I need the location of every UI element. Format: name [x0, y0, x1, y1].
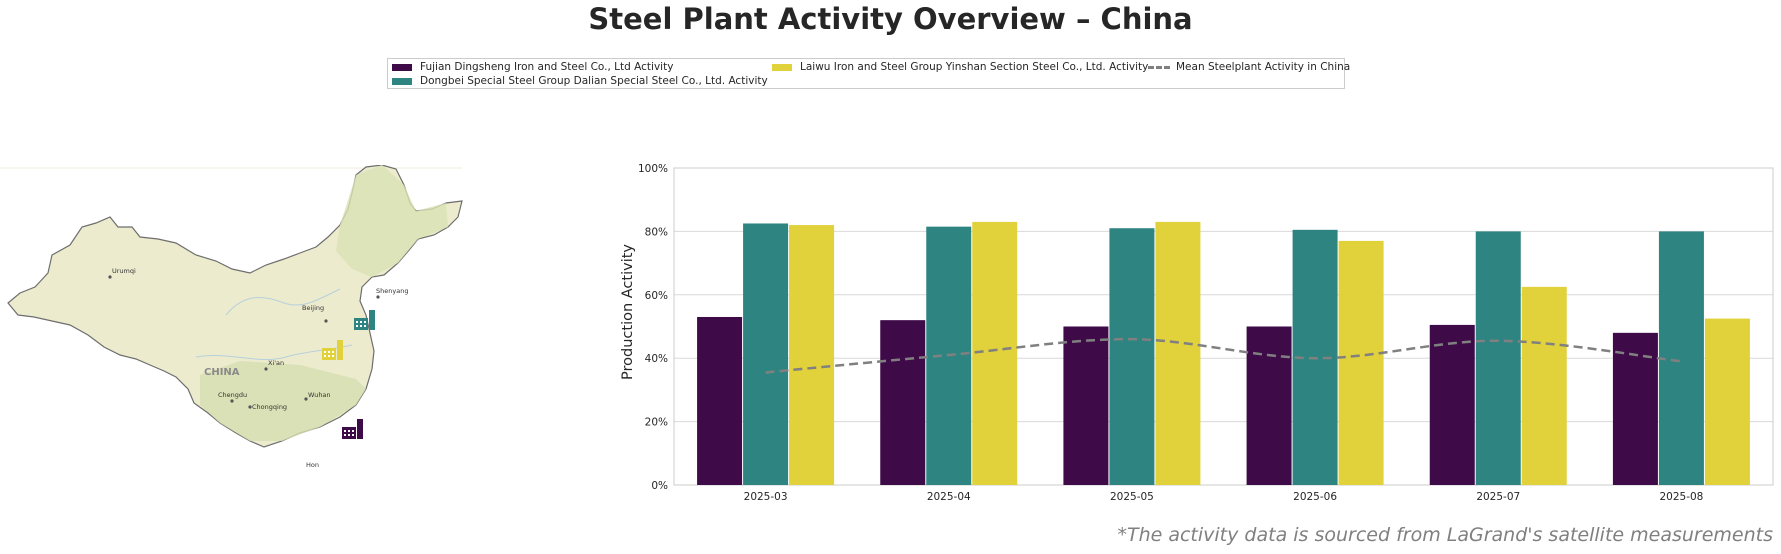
x-tick-label: 2025-03 — [744, 491, 788, 503]
y-tick-label: 60% — [645, 290, 668, 302]
bar-dongbei-2025-08 — [1658, 231, 1704, 485]
bar-dongbei-2025-05 — [1109, 228, 1155, 486]
legend-swatch-fujian — [392, 63, 412, 71]
bar-dongbei-2025-07 — [1475, 231, 1521, 485]
city-label-wuhan: Wuhan — [308, 391, 331, 399]
legend-label-fujian: Fujian Dingsheng Iron and Steel Co., Ltd… — [420, 61, 674, 73]
y-tick-label: 20% — [645, 417, 668, 429]
x-tick-label: 2025-07 — [1476, 491, 1520, 503]
bar-dongbei-2025-03 — [743, 223, 789, 485]
city-label-chengdu: Chengdu — [218, 391, 247, 399]
chart-legend: Fujian Dingsheng Iron and Steel Co., Ltd… — [387, 58, 1350, 89]
city-label-urumqi: Urumqi — [112, 267, 136, 275]
bar-fujian-2025-06 — [1246, 326, 1292, 485]
chart-bars — [697, 221, 1750, 486]
map-country-label: CHINA — [204, 367, 240, 378]
chart-gridlines — [674, 167, 1773, 486]
map-terrain-north — [336, 165, 448, 277]
bar-fujian-2025-03 — [697, 316, 743, 485]
city-dot-shenyang — [376, 295, 380, 299]
china-map: Urumqi Beijing Shenyang Xi'an Chengdu Ch… — [0, 165, 463, 469]
y-tick-label: 80% — [645, 226, 668, 238]
y-tick-label: 100% — [638, 163, 668, 175]
map-river-yellow — [225, 288, 341, 316]
legend-swatch-mean — [1148, 65, 1170, 69]
city-dot-chongqing — [248, 405, 252, 409]
city-dot-xian — [264, 367, 268, 371]
city-dot-beijing — [324, 319, 328, 323]
legend-item-mean: Mean Steelplant Activity in China — [1148, 61, 1350, 73]
bar-laiwu-2025-08 — [1704, 318, 1750, 485]
legend-swatch-dongbei — [392, 77, 412, 85]
legend-item-laiwu: Laiwu Iron and Steel Group Yinshan Secti… — [772, 61, 1148, 73]
y-tick-label: 0% — [651, 480, 668, 492]
x-tick-label: 2025-06 — [1293, 491, 1337, 503]
map-terrain-south — [200, 361, 366, 441]
legend-swatch-laiwu — [772, 63, 792, 71]
legend-label-mean: Mean Steelplant Activity in China — [1176, 61, 1351, 73]
x-tick-label: 2025-05 — [1110, 491, 1154, 503]
bar-laiwu-2025-05 — [1155, 221, 1201, 485]
bar-fujian-2025-05 — [1063, 326, 1109, 485]
bar-fujian-2025-04 — [880, 320, 926, 485]
legend-label-laiwu: Laiwu Iron and Steel Group Yinshan Secti… — [800, 61, 1149, 73]
city-label-beijing: Beijing — [302, 304, 324, 312]
legend-item-fujian: Fujian Dingsheng Iron and Steel Co., Ltd… — [392, 61, 673, 73]
data-source-footnote: *The activity data is sourced from LaGra… — [1117, 524, 1773, 546]
factory-icon-laiwu — [322, 340, 343, 360]
city-label-hon: Hon — [306, 461, 319, 469]
plot-frame — [673, 167, 1774, 486]
legend-label-dongbei: Dongbei Special Steel Group Dalian Speci… — [420, 75, 768, 87]
bar-fujian-2025-07 — [1429, 324, 1475, 485]
y-axis-label: Production Activity — [620, 244, 636, 380]
city-dot-chengdu — [230, 399, 234, 403]
x-tick-label: 2025-08 — [1659, 491, 1703, 503]
page-title: Steel Plant Activity Overview – China — [588, 2, 1193, 36]
x-tick-label: 2025-04 — [927, 491, 971, 503]
bar-laiwu-2025-07 — [1521, 286, 1567, 485]
legend-item-dongbei: Dongbei Special Steel Group Dalian Speci… — [392, 75, 768, 87]
city-label-chongqing: Chongqing — [252, 403, 287, 411]
city-label-shenyang: Shenyang — [376, 287, 408, 295]
factory-icon-dongbei — [354, 310, 375, 330]
bar-laiwu-2025-06 — [1338, 240, 1384, 485]
y-tick-labels: 0% 20% 40% 60% 80% 100% — [638, 163, 668, 492]
x-tick-labels: 2025-03 2025-04 2025-05 2025-06 2025-07 2025-… — [744, 491, 1704, 503]
mean-activity-line — [765, 337, 1682, 374]
bar-laiwu-2025-03 — [789, 225, 835, 485]
city-label-xian: Xi'an — [268, 359, 284, 367]
y-tick-label: 40% — [645, 353, 668, 365]
city-dot-urumqi — [108, 275, 112, 279]
city-dot-wuhan — [304, 397, 308, 401]
factory-icon-fujian — [342, 419, 363, 439]
bar-laiwu-2025-04 — [972, 221, 1018, 485]
